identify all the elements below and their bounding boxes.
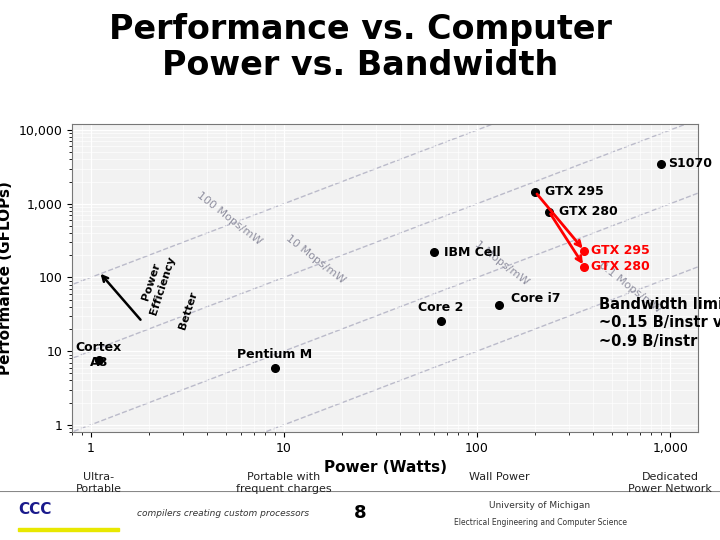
Text: compilers creating custom processors: compilers creating custom processors [137,509,309,518]
Text: Portable with
frequent charges: Portable with frequent charges [236,472,332,494]
Text: IBM Cell: IBM Cell [444,246,500,259]
Bar [18,528,119,531]
Text: Performance vs. Computer
Power vs. Bandwidth: Performance vs. Computer Power vs. Bandw… [109,14,611,82]
Text: Cortex
A8: Cortex A8 [76,341,122,369]
X-axis label: Power (Watts): Power (Watts) [324,460,446,475]
Text: CCC: CCC [18,502,51,517]
Text: 1 Mops/mW: 1 Mops/mW [473,239,531,287]
Text: Core 2: Core 2 [418,301,464,314]
Text: Pentium M: Pentium M [238,348,312,361]
Text: GTX 295: GTX 295 [544,185,603,198]
Text: 100 Mops/mW: 100 Mops/mW [194,191,263,247]
Text: Power
Efficiency: Power Efficiency [138,251,176,316]
Text: GTX 295: GTX 295 [591,244,649,257]
Text: Ultra-
Portable: Ultra- Portable [76,472,122,494]
Text: GTX 280: GTX 280 [559,205,617,218]
Text: Wall Power: Wall Power [469,472,529,483]
Text: Core i7: Core i7 [510,292,560,305]
Text: Better: Better [177,290,199,330]
Text: University of Michigan: University of Michigan [490,502,590,510]
Y-axis label: Performance (GFLOPs): Performance (GFLOPs) [0,181,13,375]
Text: 8: 8 [354,504,366,522]
Text: 10 Mops/mW: 10 Mops/mW [284,233,347,286]
Text: Electrical Engineering and Computer Science: Electrical Engineering and Computer Scie… [454,518,626,528]
Text: S1070: S1070 [667,157,712,170]
Text: 0.1 Mops/mW: 0.1 Mops/mW [598,260,663,315]
Text: Dedicated
Power Network: Dedicated Power Network [629,472,712,494]
Text: GTX 280: GTX 280 [591,260,649,273]
Text: Bandwidth limited!!
~0.15 B/instr vs
~0.9 B/instr: Bandwidth limited!! ~0.15 B/instr vs ~0.… [599,296,720,349]
